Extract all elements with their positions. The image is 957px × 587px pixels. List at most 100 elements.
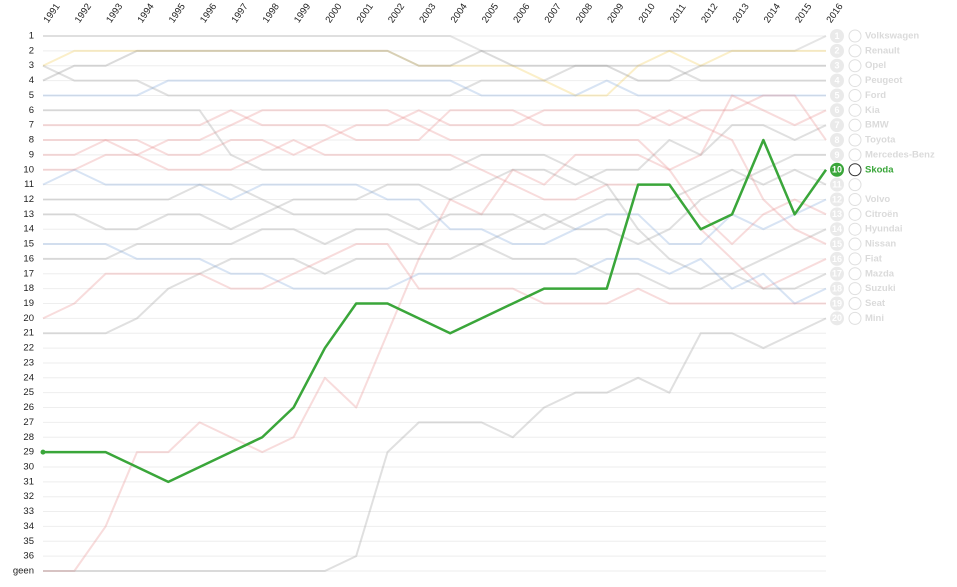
y-tick-label: 30 [23, 461, 34, 472]
legend-logo [848, 118, 862, 132]
x-tick-label: 2014 [762, 2, 783, 26]
y-tick-label: 31 [23, 476, 34, 487]
legend-label: Kia [865, 105, 881, 116]
series-line [43, 153, 826, 260]
y-tick-label: 28 [23, 432, 34, 443]
legend-rank-badge [830, 88, 844, 103]
x-tick-label: 2007 [543, 2, 564, 26]
legend-rank: 13 [832, 209, 842, 219]
legend-label: Fiat [865, 253, 883, 264]
series-line [42, 49, 826, 97]
y-tick-label: 12 [23, 194, 34, 205]
legend-rank-badge [830, 266, 844, 281]
legend-item: 11 [830, 177, 862, 192]
legend-rank-badge [830, 118, 844, 133]
legend-rank: 9 [834, 150, 839, 160]
legend-item: 19 Seat [830, 296, 886, 311]
x-tick-label: 1993 [104, 2, 125, 26]
legend-rank: 11 [832, 179, 842, 189]
legend-item: 18 Suzuki [830, 281, 896, 296]
legend-item: 4 Peugeot [830, 73, 903, 88]
series-line [42, 243, 826, 320]
y-tick-label: 18 [23, 283, 34, 294]
legend-label: Skoda [865, 164, 894, 175]
series-line [42, 168, 827, 246]
y-tick-label: 23 [23, 357, 34, 368]
series-line [43, 243, 827, 305]
series-line [43, 228, 827, 335]
legend-rank-badge [830, 103, 844, 118]
legend-item: 6 Kia [830, 103, 881, 118]
legend-label: Opel [865, 60, 886, 71]
legend-logo [848, 311, 862, 325]
y-tick-label: 4 [29, 75, 34, 86]
legend-rank: 14 [832, 224, 842, 234]
legend-item: 2 Renault [830, 43, 901, 58]
y-tick-label: 34 [23, 521, 34, 532]
y-tick-label: 25 [23, 387, 34, 398]
legend-label: Mazda [865, 268, 895, 279]
legend-rank: 6 [834, 105, 839, 115]
x-tick-label: 2011 [668, 2, 689, 25]
y-tick-label: 35 [23, 536, 34, 547]
y-tick-label: 17 [23, 268, 34, 279]
legend-item: 10 Skoda [830, 162, 894, 177]
y-tick-label: 2 [29, 45, 34, 56]
x-tick-label: 2004 [449, 2, 470, 26]
legend-rank: 5 [834, 90, 839, 100]
legend-rank-badge [830, 222, 844, 237]
legend-rank-badge [830, 311, 844, 326]
legend-label: Mercedes-Benz [865, 149, 935, 160]
legend-rank: 12 [832, 194, 842, 204]
legend-label: Citroën [865, 209, 898, 220]
legend-rank-badge [830, 29, 844, 43]
legend-logo [848, 192, 862, 206]
series-line [42, 64, 826, 97]
x-tick-label: 2000 [323, 2, 344, 26]
legend-label: Volvo [865, 194, 890, 205]
legend-rank-badge [830, 162, 844, 177]
y-tick-label: 27 [23, 417, 34, 428]
y-tick-label: 1 [29, 31, 34, 42]
x-tick-label: 2005 [480, 2, 501, 26]
series-line [43, 317, 827, 572]
x-tick-label: 2001 [355, 2, 376, 26]
legend-label: Renault [865, 45, 901, 56]
x-tick-label: 2006 [511, 2, 532, 26]
x-tick-label: 2008 [574, 2, 595, 26]
x-tick-label: 1991 [42, 2, 63, 26]
y-tick-label: 7 [29, 120, 34, 131]
legend-rank-badge [830, 237, 844, 252]
legend-logo [848, 252, 862, 266]
x-tick-label: 2013 [731, 2, 752, 26]
x-tick-label: 2012 [699, 2, 720, 26]
series-line [43, 109, 827, 290]
x-tick-label: 2003 [417, 2, 438, 26]
legend-rank-badge [830, 147, 844, 162]
legend-label: Peugeot [865, 75, 903, 86]
legend-item: 3 Opel [830, 58, 886, 73]
legend-rank-badge [830, 192, 844, 207]
series-line [43, 109, 827, 246]
legend-rank-badge [830, 296, 844, 311]
legend-logo [848, 103, 862, 117]
series-line [43, 124, 827, 231]
legend-rank: 10 [832, 165, 842, 175]
x-tick-label: 1999 [292, 2, 313, 26]
y-tick-label: 26 [23, 402, 34, 413]
series-line [43, 168, 827, 231]
legend-rank: 2 [834, 46, 839, 56]
legend-rank-badge [830, 281, 844, 296]
legend-logo [848, 163, 862, 177]
legend-label: Volkswagen [865, 31, 919, 42]
legend-logo [848, 44, 862, 58]
legend-logo [848, 297, 862, 310]
y-tick-label: geen [13, 566, 34, 577]
legend-item: 15 Nissan [830, 237, 896, 252]
y-tick-label: 20 [23, 313, 34, 324]
y-tick-label: 13 [23, 209, 34, 220]
x-tick-label: 2009 [605, 2, 626, 26]
legend-logo [848, 148, 862, 162]
x-tick-label: 2016 [825, 2, 846, 26]
